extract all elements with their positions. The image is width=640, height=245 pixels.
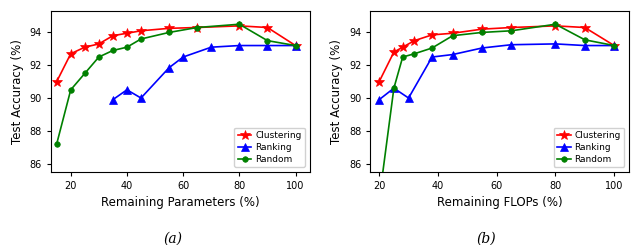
Legend: Clustering, Ranking, Random: Clustering, Ranking, Random xyxy=(234,128,305,167)
Random xyxy=(123,46,131,49)
Random xyxy=(292,44,300,47)
Clustering xyxy=(399,46,406,49)
Clustering xyxy=(137,29,145,32)
Clustering xyxy=(611,44,618,47)
Ranking xyxy=(264,44,271,47)
Random xyxy=(411,52,419,55)
Random xyxy=(375,198,383,201)
Clustering xyxy=(508,26,515,29)
Clustering xyxy=(236,24,243,27)
Random xyxy=(611,44,618,47)
Ranking xyxy=(109,98,116,101)
Ranking xyxy=(165,66,173,69)
Ranking xyxy=(428,56,436,59)
Random xyxy=(193,26,201,29)
Ranking xyxy=(207,46,215,49)
X-axis label: Remaining Parameters (%): Remaining Parameters (%) xyxy=(101,196,260,209)
Random xyxy=(81,72,88,75)
Y-axis label: Test Accuracy (%): Test Accuracy (%) xyxy=(11,39,24,144)
Random xyxy=(428,47,436,49)
Line: Clustering: Clustering xyxy=(52,21,300,86)
Random xyxy=(109,49,116,52)
Line: Clustering: Clustering xyxy=(374,21,619,86)
Line: Ranking: Ranking xyxy=(375,40,618,104)
Clustering xyxy=(81,46,88,49)
Clustering xyxy=(67,52,75,55)
Ranking xyxy=(508,43,515,46)
Random xyxy=(390,87,397,90)
Random xyxy=(95,56,102,59)
Random xyxy=(581,38,589,41)
Random xyxy=(165,31,173,34)
Ranking xyxy=(552,42,559,45)
Clustering xyxy=(581,26,589,29)
Clustering xyxy=(292,44,300,47)
Clustering xyxy=(53,80,61,83)
Text: (b): (b) xyxy=(477,232,496,245)
Clustering xyxy=(449,32,456,35)
Clustering xyxy=(95,42,102,45)
Clustering xyxy=(264,26,271,29)
Clustering xyxy=(428,33,436,36)
Random xyxy=(236,23,243,26)
Random xyxy=(552,23,559,26)
Clustering xyxy=(109,34,116,37)
Ranking xyxy=(404,97,412,99)
Legend: Clustering, Ranking, Random: Clustering, Ranking, Random xyxy=(554,128,625,167)
Random xyxy=(67,88,75,91)
Random xyxy=(508,29,515,32)
Ranking xyxy=(581,44,589,47)
Random xyxy=(264,39,271,42)
Line: Random: Random xyxy=(376,22,617,202)
Random xyxy=(137,37,145,40)
Ranking xyxy=(375,98,383,101)
Clustering xyxy=(375,80,383,83)
Line: Random: Random xyxy=(54,22,298,147)
Random xyxy=(53,142,61,145)
Clustering xyxy=(411,39,419,42)
Clustering xyxy=(123,32,131,35)
Ranking xyxy=(478,47,486,49)
Ranking xyxy=(236,44,243,47)
Text: (a): (a) xyxy=(163,232,182,245)
Random xyxy=(449,34,456,37)
Ranking xyxy=(179,56,187,59)
Random xyxy=(478,31,486,34)
Random xyxy=(399,56,406,59)
Clustering xyxy=(390,51,397,54)
Ranking xyxy=(611,44,618,47)
Ranking xyxy=(137,97,145,99)
Clustering xyxy=(552,24,559,27)
Ranking xyxy=(449,53,456,56)
Line: Ranking: Ranking xyxy=(109,41,300,104)
Ranking xyxy=(292,44,300,47)
Y-axis label: Test Accuracy (%): Test Accuracy (%) xyxy=(330,39,344,144)
X-axis label: Remaining FLOPs (%): Remaining FLOPs (%) xyxy=(437,196,563,209)
Clustering xyxy=(165,27,173,30)
Clustering xyxy=(478,28,486,31)
Clustering xyxy=(193,26,201,29)
Ranking xyxy=(123,88,131,91)
Ranking xyxy=(390,87,397,90)
